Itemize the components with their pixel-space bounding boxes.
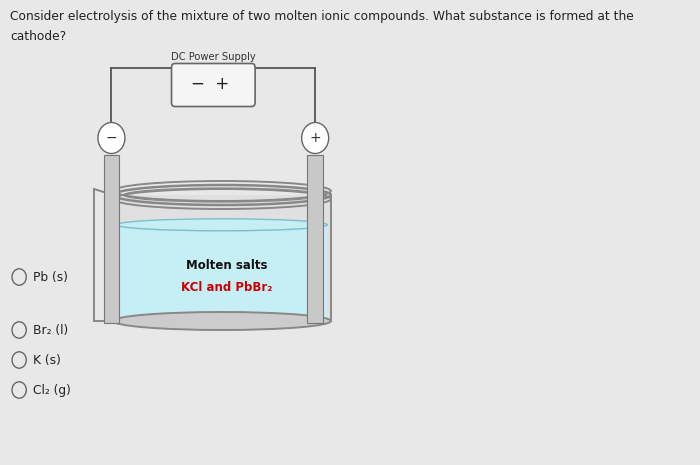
Text: −: − [106, 131, 118, 145]
Text: +: + [309, 131, 321, 145]
Bar [307, 155, 323, 323]
Text: DC Power Supply: DC Power Supply [171, 52, 256, 61]
Ellipse shape [117, 219, 328, 231]
Bar [117, 225, 328, 322]
Text: Br₂ (l): Br₂ (l) [33, 324, 69, 337]
Ellipse shape [113, 312, 331, 330]
Circle shape [302, 122, 329, 153]
Text: cathode?: cathode? [10, 30, 66, 43]
Text: −  +: − + [190, 75, 229, 93]
Bar [113, 195, 331, 323]
Text: Pb (s): Pb (s) [33, 271, 68, 284]
Text: Cl₂ (g): Cl₂ (g) [33, 384, 71, 397]
Text: Molten salts: Molten salts [186, 259, 267, 272]
Text: Consider electrolysis of the mixture of two molten ionic compounds. What substan: Consider electrolysis of the mixture of … [10, 10, 634, 23]
Text: KCl and PbBr₂: KCl and PbBr₂ [181, 281, 272, 294]
Bar [104, 155, 119, 323]
FancyBboxPatch shape [172, 64, 255, 106]
Text: K (s): K (s) [33, 353, 61, 366]
Circle shape [98, 122, 125, 153]
